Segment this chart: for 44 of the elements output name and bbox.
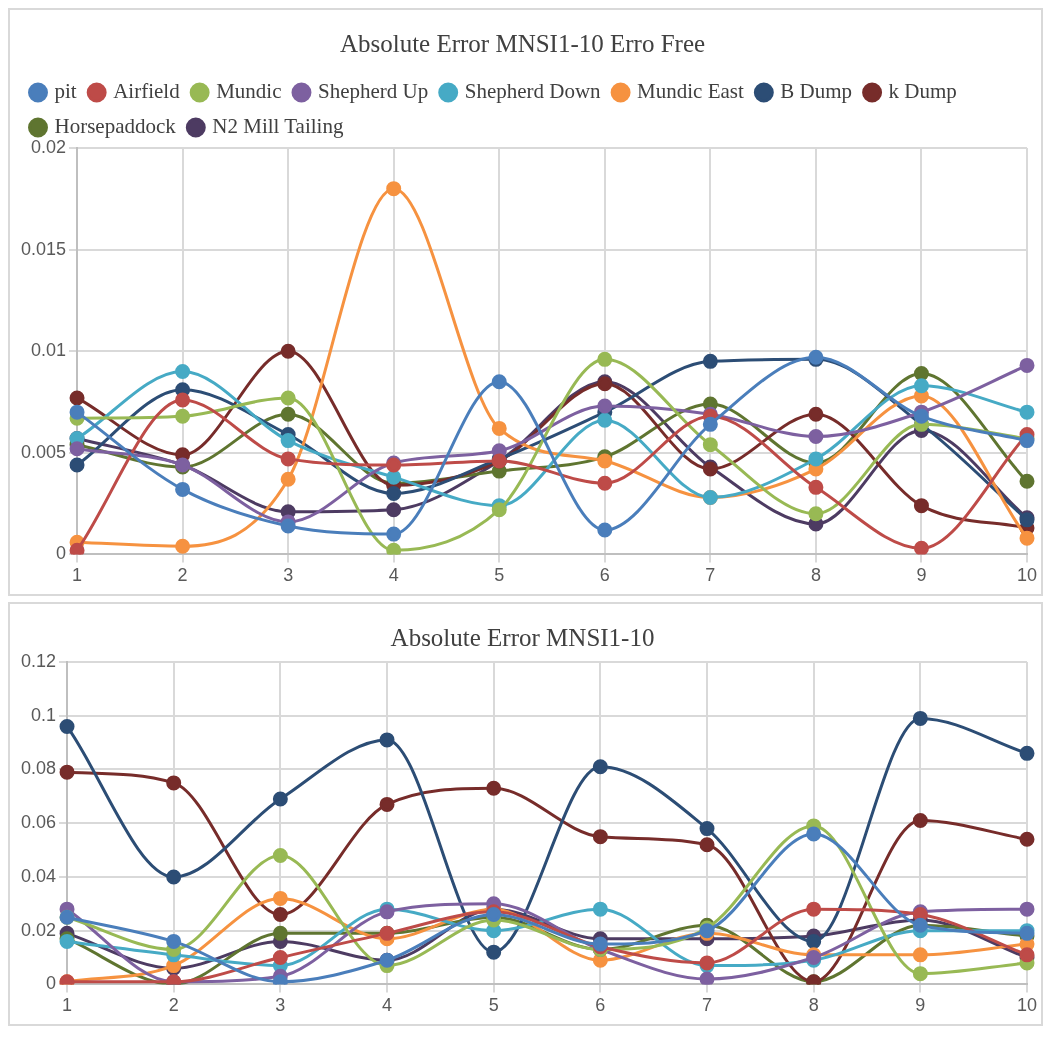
x-tick-label: 7: [702, 995, 713, 1016]
y-tick-label: 0.1: [31, 704, 57, 725]
x-tick-label: 3: [275, 995, 286, 1016]
legend-label: Mundic: [216, 79, 282, 104]
y-tick-label: 0.02: [20, 919, 57, 940]
chart-title: Absolute Error MNSI1-10: [390, 623, 655, 651]
x-tick-label: 1: [72, 565, 83, 586]
y-tick-label: 0.04: [20, 865, 57, 886]
x-tick-label: 8: [808, 995, 819, 1016]
x-tick-label: 7: [705, 565, 716, 586]
legend-label: Shepherd Down: [464, 79, 602, 104]
x-tick-label: 6: [595, 995, 606, 1016]
y-tick-label: 0.01: [31, 340, 67, 361]
legend-label: N2 Mill Tailing: [212, 114, 344, 139]
legend-label: Shepherd Up: [317, 79, 429, 104]
y-tick-label: 0: [56, 543, 67, 564]
x-tick-label: 1: [62, 995, 73, 1016]
x-tick-label: 10: [1016, 995, 1038, 1016]
x-tick-label: 3: [283, 565, 294, 586]
legend-label: pit: [54, 79, 77, 104]
y-tick-label: 0: [46, 973, 57, 994]
chart-title: Absolute Error MNSI1-10 Erro Free: [339, 29, 706, 57]
legend-label: k Dump: [888, 79, 957, 104]
y-tick-label: 0.02: [31, 136, 67, 157]
x-tick-label: 2: [177, 565, 188, 586]
legend-label: Mundic East: [637, 79, 744, 104]
y-tick-label: 0.015: [21, 238, 67, 259]
y-tick-label: 0.12: [20, 650, 57, 671]
y-tick-label: 0.005: [21, 441, 67, 462]
x-tick-label: 8: [810, 565, 821, 586]
x-tick-label: 9: [915, 995, 926, 1016]
y-tick-label: 0.08: [20, 758, 57, 779]
y-tick-label: 0.06: [20, 812, 57, 833]
x-tick-label: 4: [388, 565, 399, 586]
x-tick-label: 5: [494, 565, 505, 586]
x-tick-label: 5: [488, 995, 499, 1016]
legend-label: Airfield: [113, 79, 181, 104]
x-tick-label: 2: [168, 995, 179, 1016]
x-tick-label: 4: [382, 995, 393, 1016]
x-tick-label: 9: [916, 565, 927, 586]
legend-label: B Dump: [780, 79, 853, 104]
legend-label: Horsepaddock: [54, 114, 177, 139]
x-tick-label: 6: [599, 565, 610, 586]
x-tick-label: 10: [1016, 565, 1038, 586]
